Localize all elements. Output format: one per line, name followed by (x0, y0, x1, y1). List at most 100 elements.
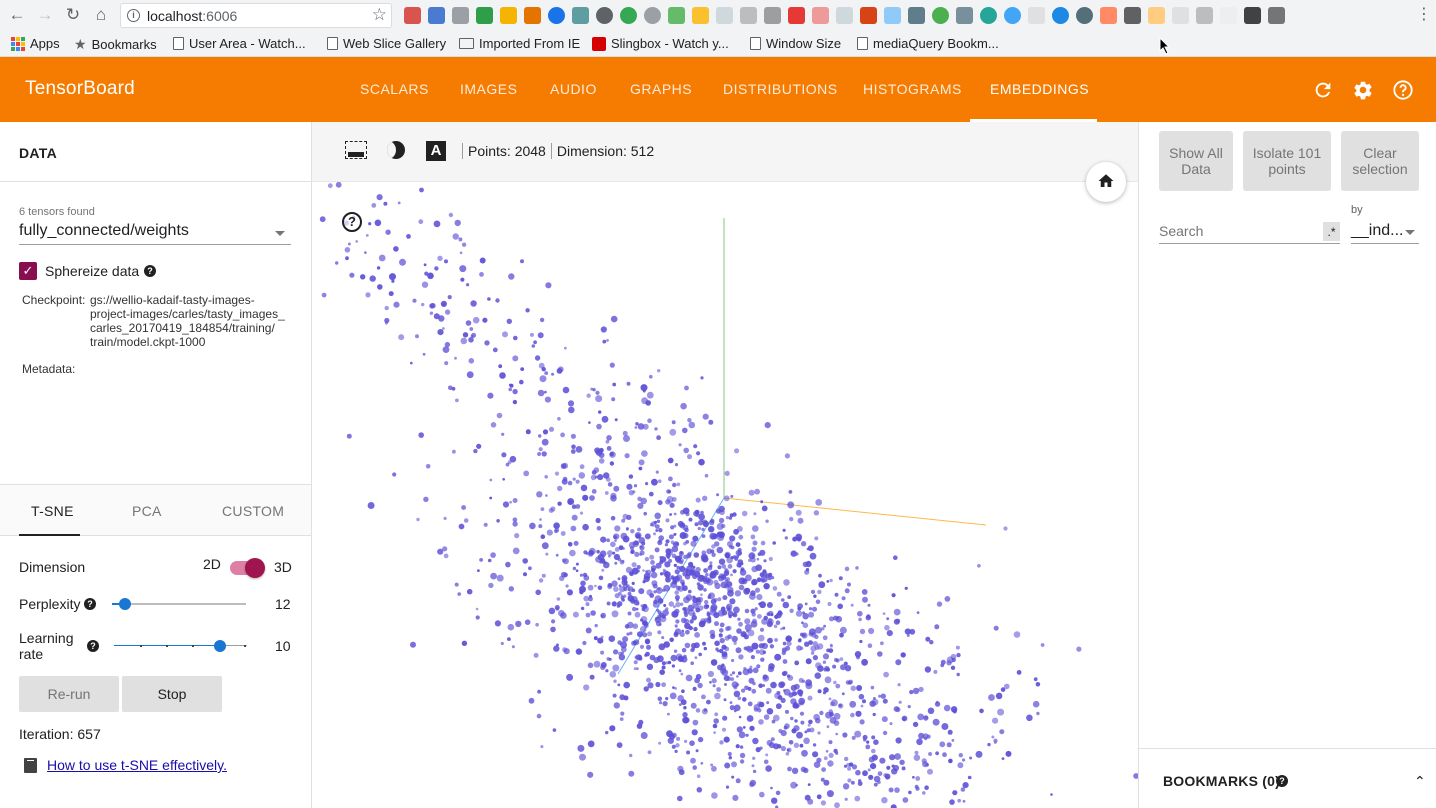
extension-icon[interactable] (884, 7, 901, 24)
stop-button[interactable]: Stop (122, 676, 222, 712)
bookmark-imported-ie[interactable]: Imported From IE (459, 36, 580, 51)
site-info-icon[interactable]: i (127, 9, 140, 22)
browser-menu-icon[interactable]: ⋮ (1416, 6, 1432, 23)
perplexity-slider-knob[interactable] (119, 598, 131, 610)
extension-icon[interactable] (500, 7, 517, 24)
search-by-dropdown[interactable]: __ind... (1351, 222, 1419, 244)
extension-icon[interactable] (932, 7, 949, 24)
extension-icon[interactable] (764, 7, 781, 24)
search-input[interactable]: Search (1159, 222, 1340, 244)
tab-distributions[interactable]: DISTRIBUTIONS (723, 81, 838, 97)
data-panel-title: DATA (19, 145, 58, 161)
canvas-help-icon[interactable]: ? (342, 212, 362, 232)
extension-icon[interactable] (692, 7, 709, 24)
extension-icon[interactable] (452, 7, 469, 24)
extension-icon[interactable] (908, 7, 925, 24)
extension-icon[interactable] (716, 7, 733, 24)
extension-icon[interactable] (836, 7, 853, 24)
extension-icon[interactable] (740, 7, 757, 24)
tab-histograms[interactable]: HISTOGRAMS (863, 81, 962, 97)
bookmark-label: Web Slice Gallery (343, 36, 447, 51)
extension-icon[interactable] (1220, 7, 1237, 24)
extension-icon[interactable] (1196, 7, 1213, 24)
extension-icon[interactable] (1148, 7, 1165, 24)
scatter-plot-svg[interactable] (312, 182, 1138, 808)
checkpoint-label: Checkpoint: (22, 293, 86, 307)
bookmark-bookmarks[interactable]: ★ Bookmarks (74, 36, 157, 53)
checkpoint-line: train/model.ckpt-1000 (90, 335, 206, 349)
bookmark-mediaquery[interactable]: mediaQuery Bookm... (857, 36, 999, 51)
help-icon[interactable]: ? (87, 640, 99, 652)
perplexity-slider-track[interactable] (112, 603, 246, 605)
bookmarks-section[interactable]: BOOKMARKS (0) ? ⌃ (1139, 748, 1436, 808)
extension-icon[interactable] (1076, 7, 1093, 24)
tab-tsne[interactable]: T-SNE (31, 503, 74, 519)
clear-selection-button[interactable]: Clear selection (1341, 131, 1419, 191)
extension-icon[interactable] (644, 7, 661, 24)
url-text[interactable]: localhost:6006 (147, 8, 238, 24)
bookmark-web-slice[interactable]: Web Slice Gallery (327, 36, 446, 51)
extension-icon[interactable] (428, 7, 445, 24)
extension-icon[interactable] (476, 7, 493, 24)
extension-icon[interactable] (860, 7, 877, 24)
extension-icon[interactable] (980, 7, 997, 24)
bookmark-star-icon[interactable]: ☆ (371, 5, 387, 24)
night-mode-icon[interactable] (387, 141, 405, 159)
show-all-data-button[interactable]: Show All Data (1159, 131, 1233, 191)
sphereize-checkbox[interactable]: ✓ (19, 262, 37, 280)
reload-icon[interactable]: ↻ (65, 5, 81, 24)
tensor-select-value: fully_connected/weights (19, 222, 189, 239)
labels-toggle-icon[interactable]: A (426, 141, 446, 161)
tab-pca[interactable]: PCA (132, 503, 162, 519)
bookmark-user-area[interactable]: User Area - Watch... (173, 36, 306, 51)
extension-icon[interactable] (1004, 7, 1021, 24)
extension-icon[interactable] (668, 7, 685, 24)
extension-icon[interactable] (788, 7, 805, 24)
rerun-button[interactable]: Re-run (19, 676, 119, 712)
help-circle-icon[interactable] (1392, 79, 1414, 101)
embedding-scatter-canvas[interactable] (312, 182, 1138, 808)
back-arrow-icon[interactable]: ← (8, 5, 26, 24)
tab-images[interactable]: IMAGES (460, 81, 518, 97)
settings-gear-icon[interactable] (1352, 79, 1374, 101)
isolate-points-button[interactable]: Isolate 101 points (1243, 131, 1331, 191)
tab-graphs[interactable]: GRAPHS (630, 81, 693, 97)
extension-icon[interactable] (1028, 7, 1045, 24)
forward-arrow-icon[interactable]: → (36, 5, 54, 24)
select-mode-icon[interactable] (345, 141, 367, 159)
learning-rate-slider-knob[interactable] (214, 640, 226, 652)
extension-icon[interactable] (1100, 7, 1117, 24)
extension-icon[interactable] (1124, 7, 1141, 24)
extension-icon[interactable] (620, 7, 637, 24)
reset-view-button[interactable] (1086, 162, 1126, 202)
tab-embeddings[interactable]: EMBEDDINGS (990, 81, 1090, 97)
tab-audio[interactable]: AUDIO (550, 81, 597, 97)
extension-icon[interactable] (572, 7, 589, 24)
extension-icon[interactable] (1268, 7, 1285, 24)
extension-icon[interactable] (548, 7, 565, 24)
bookmark-apps[interactable]: Apps (11, 36, 60, 51)
tsne-help-link[interactable]: How to use t-SNE effectively. (47, 757, 227, 773)
bookmark-window-size[interactable]: Window Size (750, 36, 841, 51)
tab-scalars[interactable]: SCALARS (360, 81, 429, 97)
home-icon[interactable]: ⌂ (95, 5, 107, 24)
extension-icon[interactable] (812, 7, 829, 24)
extension-icon[interactable] (1244, 7, 1261, 24)
dimension-toggle-knob[interactable] (245, 558, 265, 578)
chevron-up-icon[interactable]: ⌃ (1414, 773, 1426, 789)
help-icon[interactable]: ? (1276, 775, 1288, 787)
help-icon[interactable]: ? (144, 265, 156, 277)
extension-icon[interactable] (524, 7, 541, 24)
bookmark-slingbox[interactable]: Slingbox - Watch y... (592, 36, 729, 51)
help-icon[interactable]: ? (84, 598, 96, 610)
tab-custom[interactable]: CUSTOM (222, 503, 285, 519)
extension-icon[interactable] (1172, 7, 1189, 24)
refresh-icon[interactable] (1312, 79, 1334, 101)
extension-icon[interactable] (404, 7, 421, 24)
extension-icon[interactable] (1052, 7, 1069, 24)
extension-icon[interactable] (956, 7, 973, 24)
address-bar[interactable]: i localhost:6006 ☆ (120, 3, 392, 28)
tensor-select-dropdown[interactable]: fully_connected/weights (19, 222, 291, 245)
regex-toggle-button[interactable]: .* (1323, 222, 1340, 241)
extension-icon[interactable] (596, 7, 613, 24)
